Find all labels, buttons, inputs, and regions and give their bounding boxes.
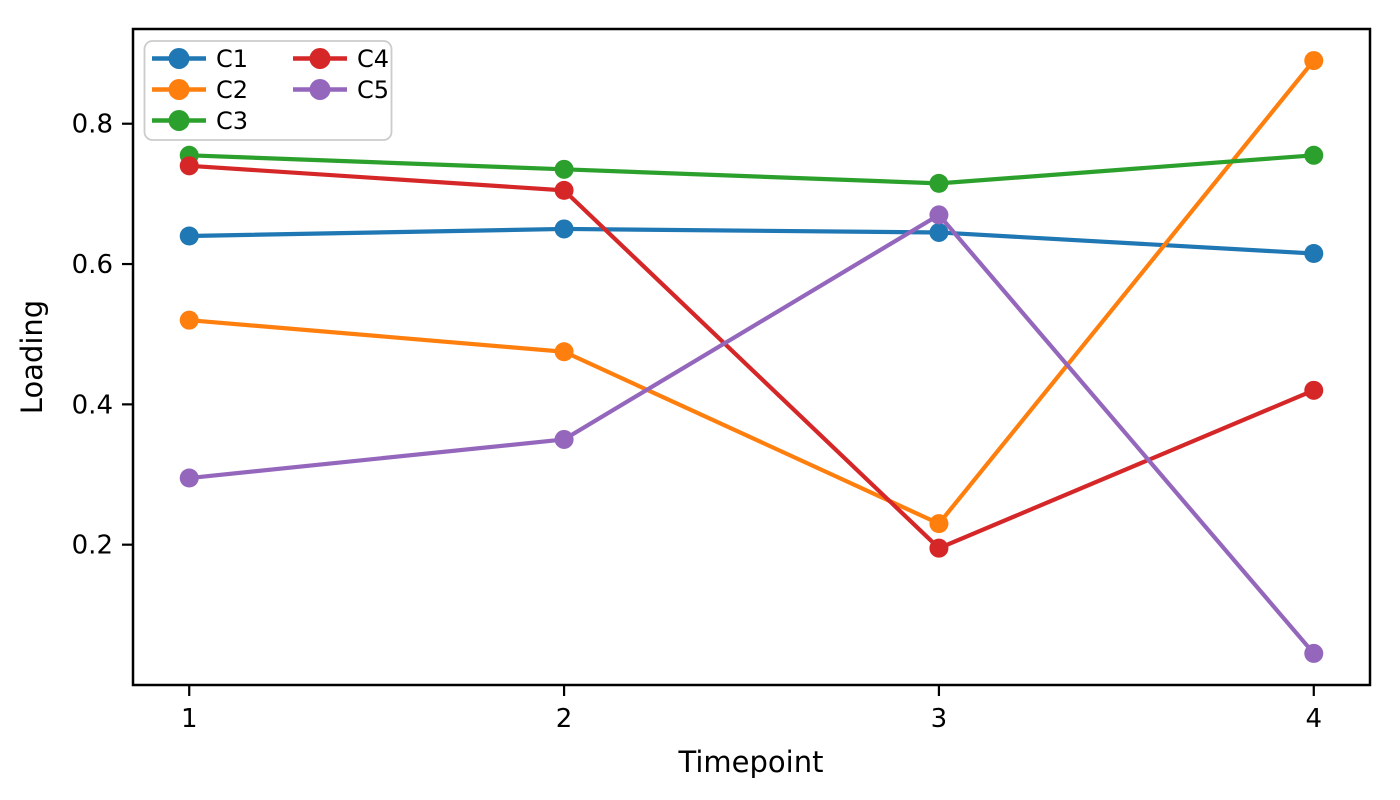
- x-tick-label: 2: [556, 704, 573, 734]
- data-point-c3-t3: [929, 173, 949, 193]
- data-point-c2-t1: [179, 310, 199, 330]
- data-point-c1-t2: [554, 219, 574, 239]
- data-point-c5-t3: [929, 205, 949, 225]
- x-tick-label: 4: [1305, 704, 1322, 734]
- legend-label-c3: C3: [216, 107, 248, 135]
- y-tick-label: 0.2: [72, 531, 113, 561]
- data-point-c5-t1: [179, 468, 199, 488]
- series-line-c1: [187, 226, 1316, 256]
- data-point-c1-t3: [929, 222, 949, 242]
- legend-label-c4: C4: [357, 45, 389, 73]
- legend-entry-c2: C2: [152, 76, 248, 104]
- legend-marker-c5: [309, 79, 331, 100]
- legend-label-c1: C1: [216, 45, 248, 73]
- data-point-c1-t4: [1304, 244, 1324, 264]
- x-axis-label: Timepoint: [678, 745, 824, 779]
- legend-marker-c4: [309, 48, 331, 69]
- y-tick-label: 0.6: [72, 250, 113, 280]
- y-tick-label: 0.4: [72, 390, 113, 420]
- series-line-c2: [187, 58, 1316, 526]
- data-point-c3-t2: [554, 159, 574, 179]
- data-point-c4-t2: [554, 180, 574, 200]
- legend-entry-c4: C4: [293, 45, 389, 73]
- legend-entry-c1: C1: [152, 45, 248, 73]
- y-axis-label: Loading: [15, 300, 49, 414]
- data-point-c2-t3: [929, 514, 949, 534]
- data-point-c4-t4: [1304, 380, 1324, 400]
- data-point-c3-t4: [1304, 145, 1324, 165]
- legend-label-c2: C2: [216, 76, 248, 104]
- series-line-c4: [187, 163, 1316, 551]
- legend-label-c5: C5: [357, 76, 389, 104]
- data-point-c2-t4: [1304, 51, 1324, 71]
- legend: C1 C2 C3 C4: [143, 40, 393, 141]
- data-point-c5-t4: [1304, 643, 1324, 663]
- data-point-c4-t3: [929, 538, 949, 558]
- x-tick-label: 1: [181, 704, 198, 734]
- data-point-c4-t1: [179, 156, 199, 176]
- axes-frame: [131, 27, 1372, 687]
- data-point-c1-t1: [179, 226, 199, 246]
- legend-box: [143, 40, 393, 141]
- series-line-c5: [187, 212, 1316, 656]
- legend-marker-c3: [168, 110, 190, 131]
- plot-area: 1 2 3 4 0.2 0.4 0.6 0.8: [72, 27, 1372, 734]
- data-point-c2-t2: [554, 342, 574, 362]
- legend-marker-c2: [168, 79, 190, 100]
- series-line-c3: [187, 153, 1316, 186]
- y-tick-label: 0.8: [72, 110, 113, 140]
- x-tick-label: 3: [931, 704, 948, 734]
- legend-entry-c3: C3: [152, 107, 248, 135]
- legend-marker-c1: [168, 48, 190, 69]
- legend-entry-c5: C5: [293, 76, 389, 104]
- data-point-c5-t2: [554, 429, 574, 449]
